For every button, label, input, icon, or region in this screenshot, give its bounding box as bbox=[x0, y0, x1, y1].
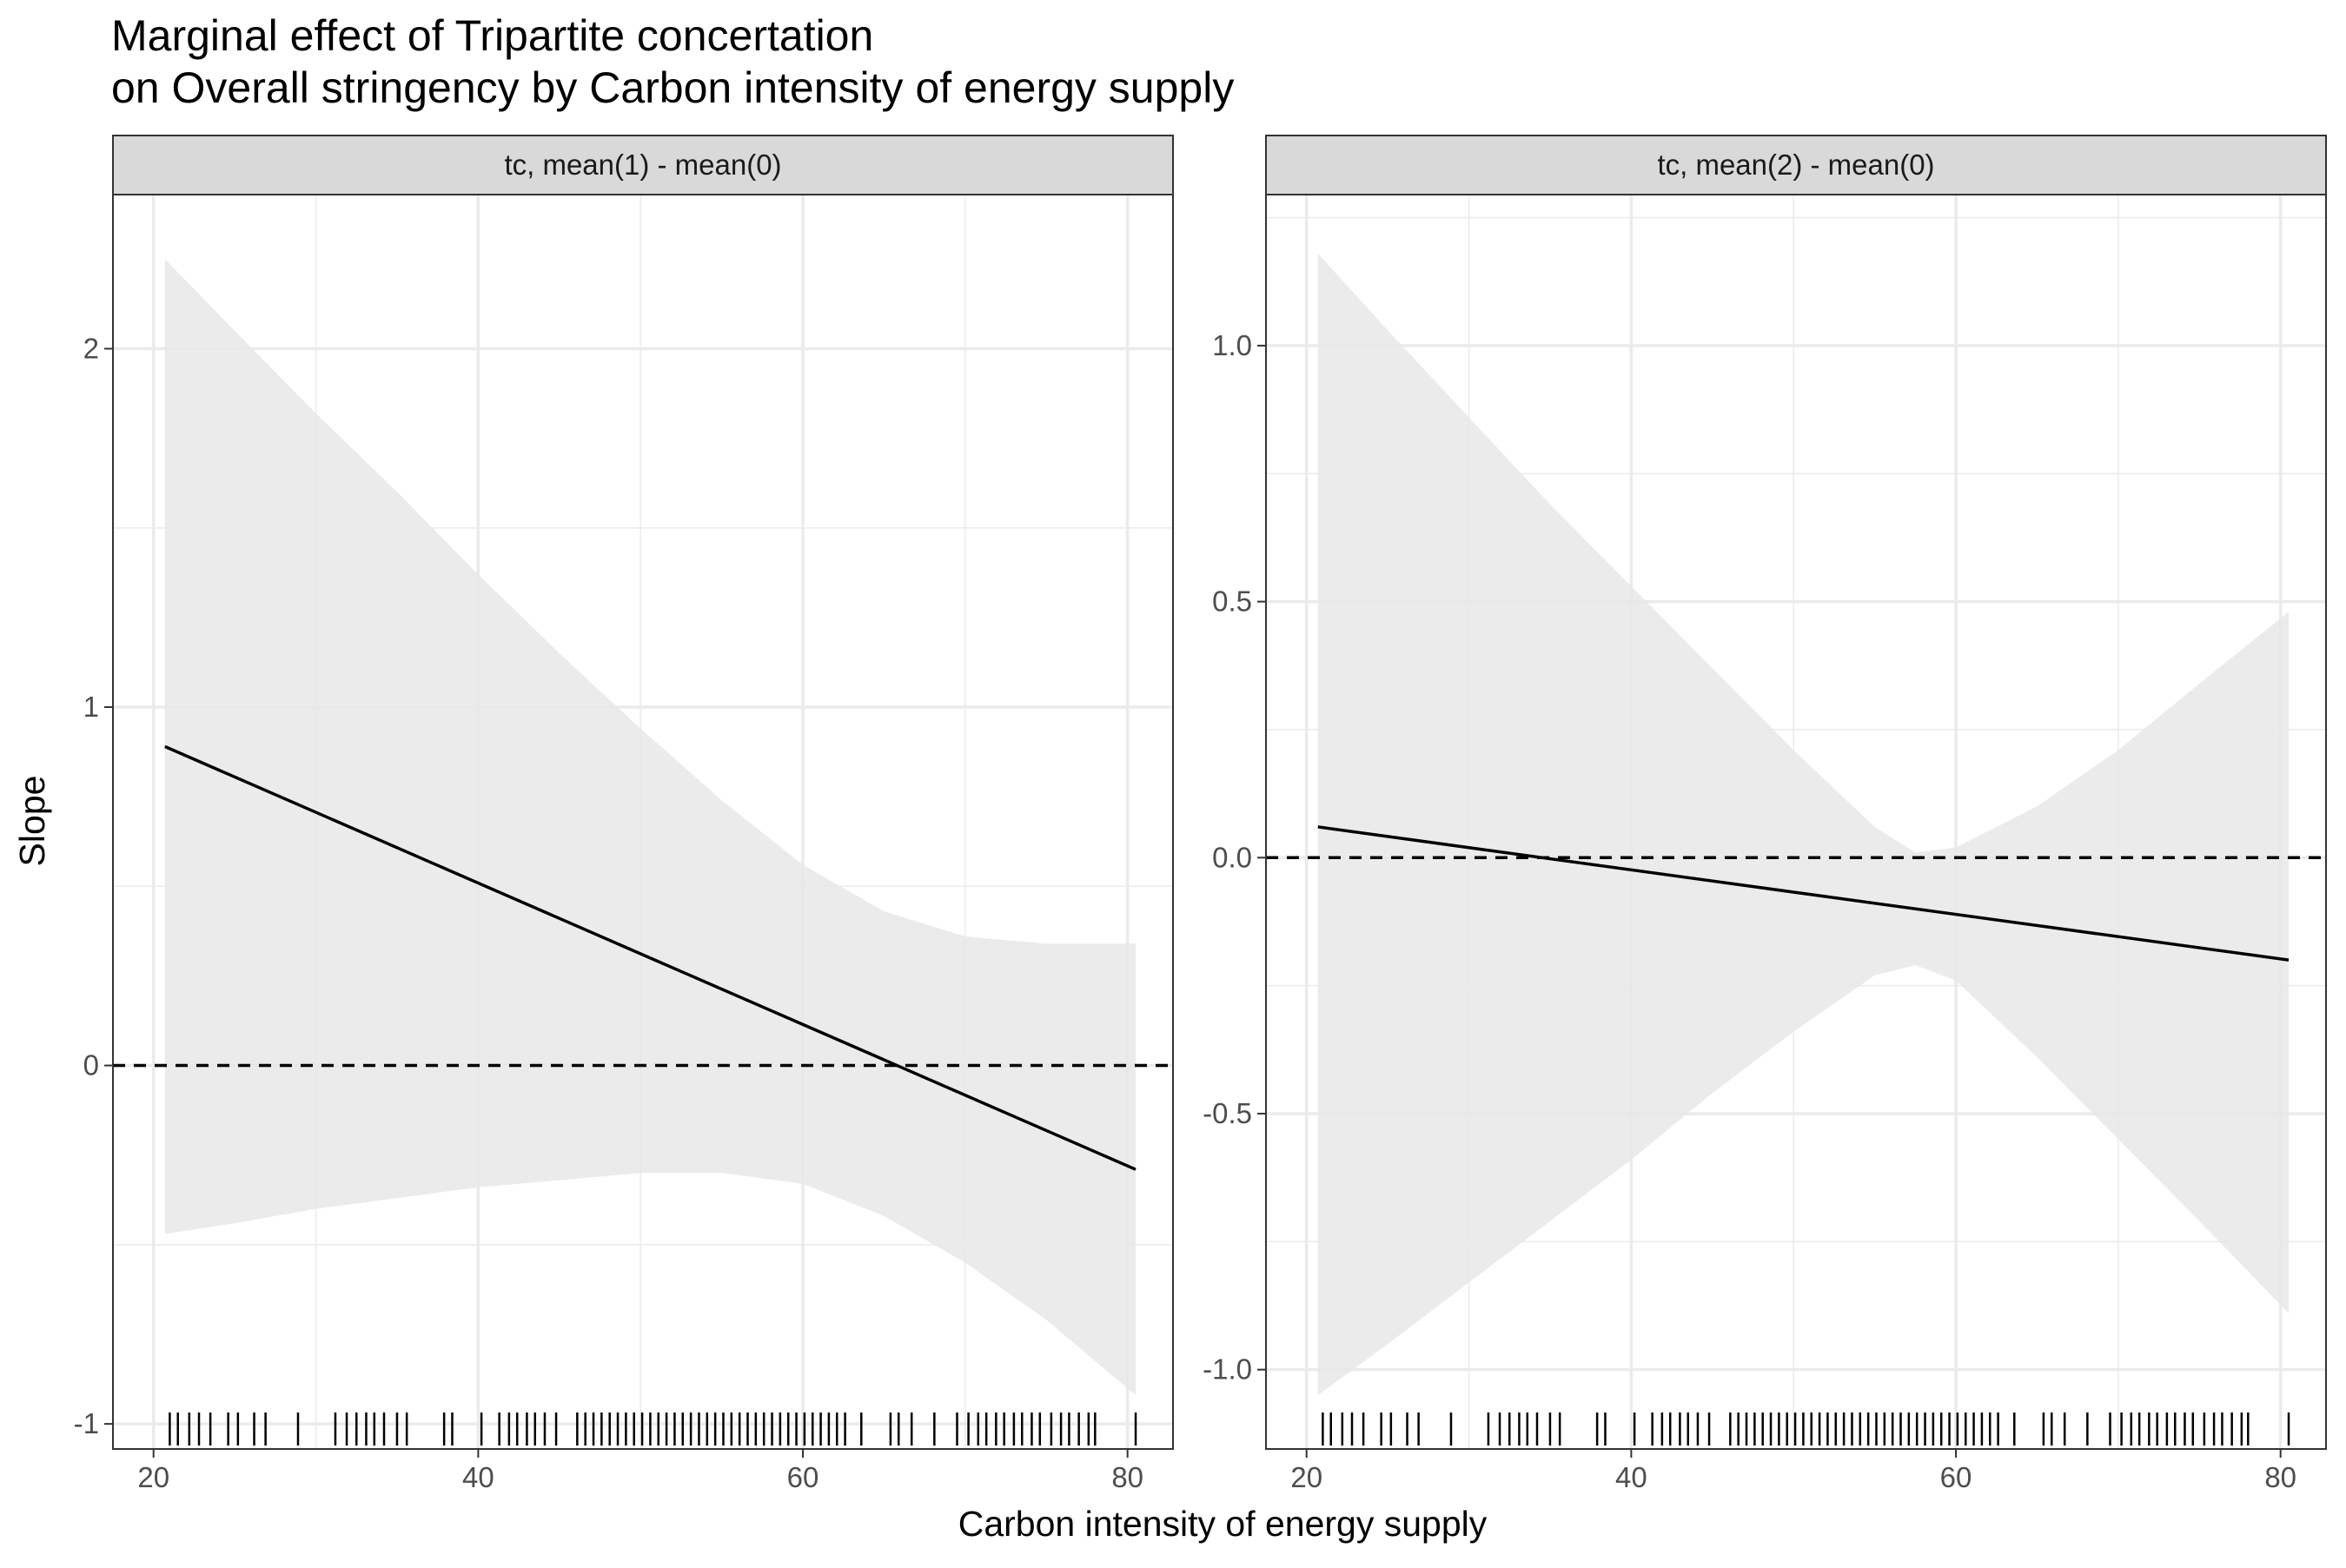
x-tick-label: 20 bbox=[1290, 1461, 1322, 1493]
y-tick-label: 1 bbox=[83, 691, 99, 723]
y-tick-label: 0 bbox=[83, 1049, 99, 1082]
y-axis-title: Slope bbox=[12, 776, 52, 867]
y-tick-label: 1.0 bbox=[1212, 329, 1252, 361]
x-axis-title: Carbon intensity of energy supply bbox=[958, 1504, 1488, 1544]
y-tick-label: 2 bbox=[83, 332, 99, 364]
x-tick-label: 40 bbox=[462, 1461, 494, 1493]
x-tick-label: 40 bbox=[1615, 1461, 1647, 1493]
chart-title-line-1: Marginal effect of Tripartite concertati… bbox=[111, 11, 873, 60]
marginal-effect-line bbox=[1317, 825, 2290, 962]
y-tick-label: 0.5 bbox=[1212, 586, 1252, 618]
facet-panel-2: tc, mean(2) - mean(0) 20 40 60 80 -1.0 -0.5 0.0… bbox=[1203, 135, 2327, 1493]
x-tick-label: 60 bbox=[1940, 1461, 1972, 1493]
x-tick-label: 80 bbox=[2264, 1461, 2296, 1493]
facet-strip-label: tc, mean(2) - mean(0) bbox=[1657, 149, 1934, 181]
y-tick-label: -1 bbox=[74, 1407, 99, 1439]
y-tick-label: 0.0 bbox=[1212, 841, 1252, 873]
x-tick-label: 20 bbox=[137, 1461, 169, 1493]
facet-panel-1: tc, mean(1) - mean(0) 20 40 60 80 -1 0 1 2 bbox=[74, 135, 1174, 1493]
x-tick-label: 80 bbox=[1111, 1461, 1143, 1493]
x-tick-label: 60 bbox=[787, 1461, 819, 1493]
marginal-effect-line bbox=[164, 744, 1137, 1171]
confidence-ribbon bbox=[164, 259, 1136, 1396]
y-tick-label: -1.0 bbox=[1203, 1353, 1252, 1386]
facet-strip bbox=[1265, 135, 2327, 195]
rug-marks bbox=[169, 1413, 1137, 1446]
facet-strip-label: tc, mean(1) - mean(0) bbox=[504, 149, 781, 181]
confidence-ribbon bbox=[1317, 253, 2289, 1396]
chart-title-line-2: on Overall stringency by Carbon intensit… bbox=[111, 63, 1234, 112]
rug-marks bbox=[1322, 1413, 2290, 1446]
facet-strip bbox=[112, 135, 1174, 195]
y-tick-label: -0.5 bbox=[1203, 1097, 1252, 1129]
